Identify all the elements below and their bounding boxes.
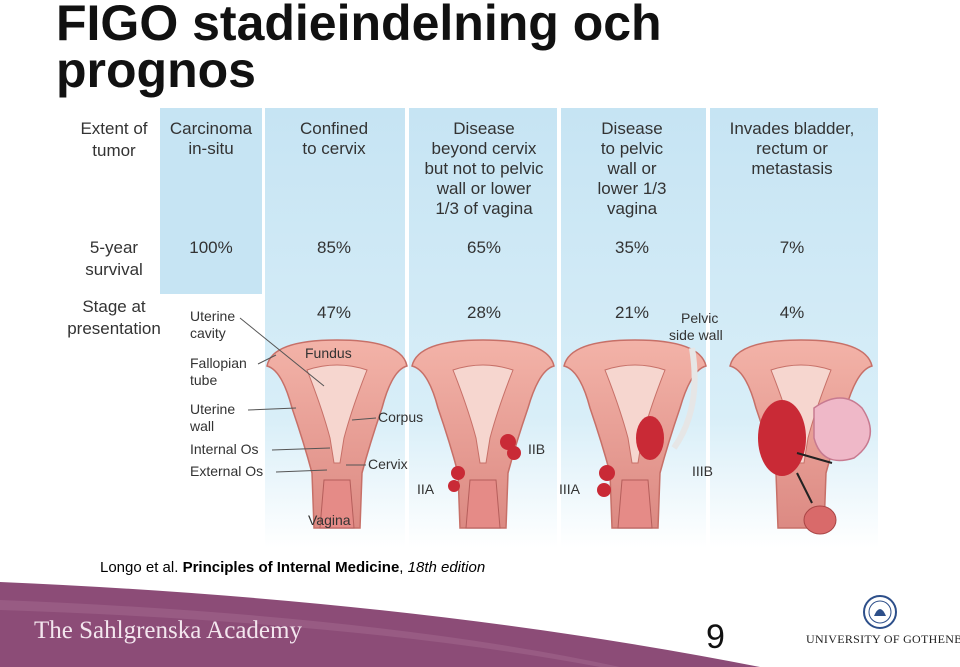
row-label-stage: Stage at	[82, 297, 146, 316]
col5-extent: Invades bladder,	[730, 119, 855, 138]
uterus-stage-II	[411, 339, 555, 529]
col4-survival: 35%	[615, 238, 649, 257]
col5-stage: 4%	[780, 303, 805, 322]
col2-extent: Confined	[300, 119, 368, 138]
svg-text:tumor: tumor	[92, 141, 136, 160]
label-uterine-cavity: Uterine	[190, 308, 235, 324]
svg-text:in-situ: in-situ	[188, 139, 233, 158]
leader-internal-os	[271, 447, 331, 451]
svg-text:to cervix: to cervix	[302, 139, 366, 158]
leader-external-os	[275, 469, 328, 473]
label-fallopian-tube: Fallopian	[190, 355, 247, 371]
svg-text:wall or lower: wall or lower	[436, 179, 532, 198]
col4-extent: Disease	[601, 119, 662, 138]
col1-survival: 100%	[189, 238, 232, 257]
row-label-survival: 5-year	[90, 238, 139, 257]
col5-survival: 7%	[780, 238, 805, 257]
svg-text:survival: survival	[85, 260, 143, 279]
citation: Longo et al. Principles of Internal Medi…	[100, 559, 486, 576]
row-label-extent: Extent of	[80, 119, 147, 138]
slide-title: FIGO stadieindelning och prognos	[56, 0, 662, 98]
page-number: 9	[706, 618, 725, 656]
svg-text:rectum or: rectum or	[756, 139, 828, 158]
svg-text:side wall: side wall	[669, 327, 723, 343]
slide-title-line2: prognos	[56, 42, 256, 98]
column-panel-1	[160, 108, 262, 294]
citation-book: Principles of Internal Medicine	[182, 559, 400, 576]
svg-text:cavity: cavity	[190, 325, 226, 341]
label-stage-iia: IIA	[417, 481, 435, 497]
svg-text:1/3 of vagina: 1/3 of vagina	[435, 199, 533, 218]
svg-text:presentation: presentation	[67, 319, 161, 338]
row-label-panel	[62, 108, 160, 548]
svg-text:beyond cervix: beyond cervix	[432, 139, 537, 158]
svg-text:to pelvic: to pelvic	[601, 139, 664, 158]
university-seal-icon	[863, 595, 897, 629]
label-stage-iib: IIB	[528, 441, 545, 457]
label-stage-iiib: IIIB	[692, 463, 713, 479]
label-stage-iiia: IIIA	[559, 481, 581, 497]
col4-stage: 21%	[615, 303, 649, 322]
label-internal-os: Internal Os	[190, 441, 258, 457]
leader-uterine-cavity	[239, 317, 325, 387]
svg-text:tube: tube	[190, 372, 217, 388]
citation-authors: Longo et al.	[100, 559, 183, 576]
leader-uterine-wall	[247, 407, 297, 411]
figo-staging-figure: Extent of tumor 5-year survival Stage at…	[62, 108, 878, 548]
leader-corpus	[351, 417, 377, 421]
uterus-stage-I	[266, 339, 408, 529]
col3-stage: 28%	[467, 303, 501, 322]
uterus-stage-IV	[729, 339, 873, 535]
brand-sahlgrenska: The Sahlgrenska Academy	[34, 617, 302, 644]
svg-text:vagina: vagina	[607, 199, 658, 218]
col1-extent: Carcinoma	[170, 119, 253, 138]
col2-survival: 85%	[317, 238, 351, 257]
label-external-os: External Os	[190, 463, 263, 479]
citation-edition: 18th edition	[407, 559, 486, 576]
label-vagina: Vagina	[308, 512, 351, 528]
label-pelvic-side-wall: Pelvic	[681, 310, 718, 326]
label-uterine-wall: Uterine	[190, 401, 235, 417]
svg-text:but not to pelvic: but not to pelvic	[424, 159, 544, 178]
leader-fallopian	[257, 354, 277, 365]
footer-swoosh	[0, 582, 760, 667]
slide-title-line1: FIGO stadieindelning och	[56, 0, 662, 51]
svg-text:lower 1/3: lower 1/3	[598, 179, 667, 198]
svg-text:metastasis: metastasis	[751, 159, 832, 178]
col2-stage: 47%	[317, 303, 351, 322]
svg-text:wall: wall	[189, 418, 214, 434]
university-name: UNIVERSITY OF GOTHENBURG	[806, 632, 960, 646]
col3-extent: Disease	[453, 119, 514, 138]
label-fundus: Fundus	[305, 345, 352, 361]
col3-survival: 65%	[467, 238, 501, 257]
label-corpus: Corpus	[378, 409, 423, 425]
label-cervix: Cervix	[368, 456, 408, 472]
svg-text:wall or: wall or	[606, 159, 656, 178]
uterus-stage-III	[563, 339, 707, 529]
